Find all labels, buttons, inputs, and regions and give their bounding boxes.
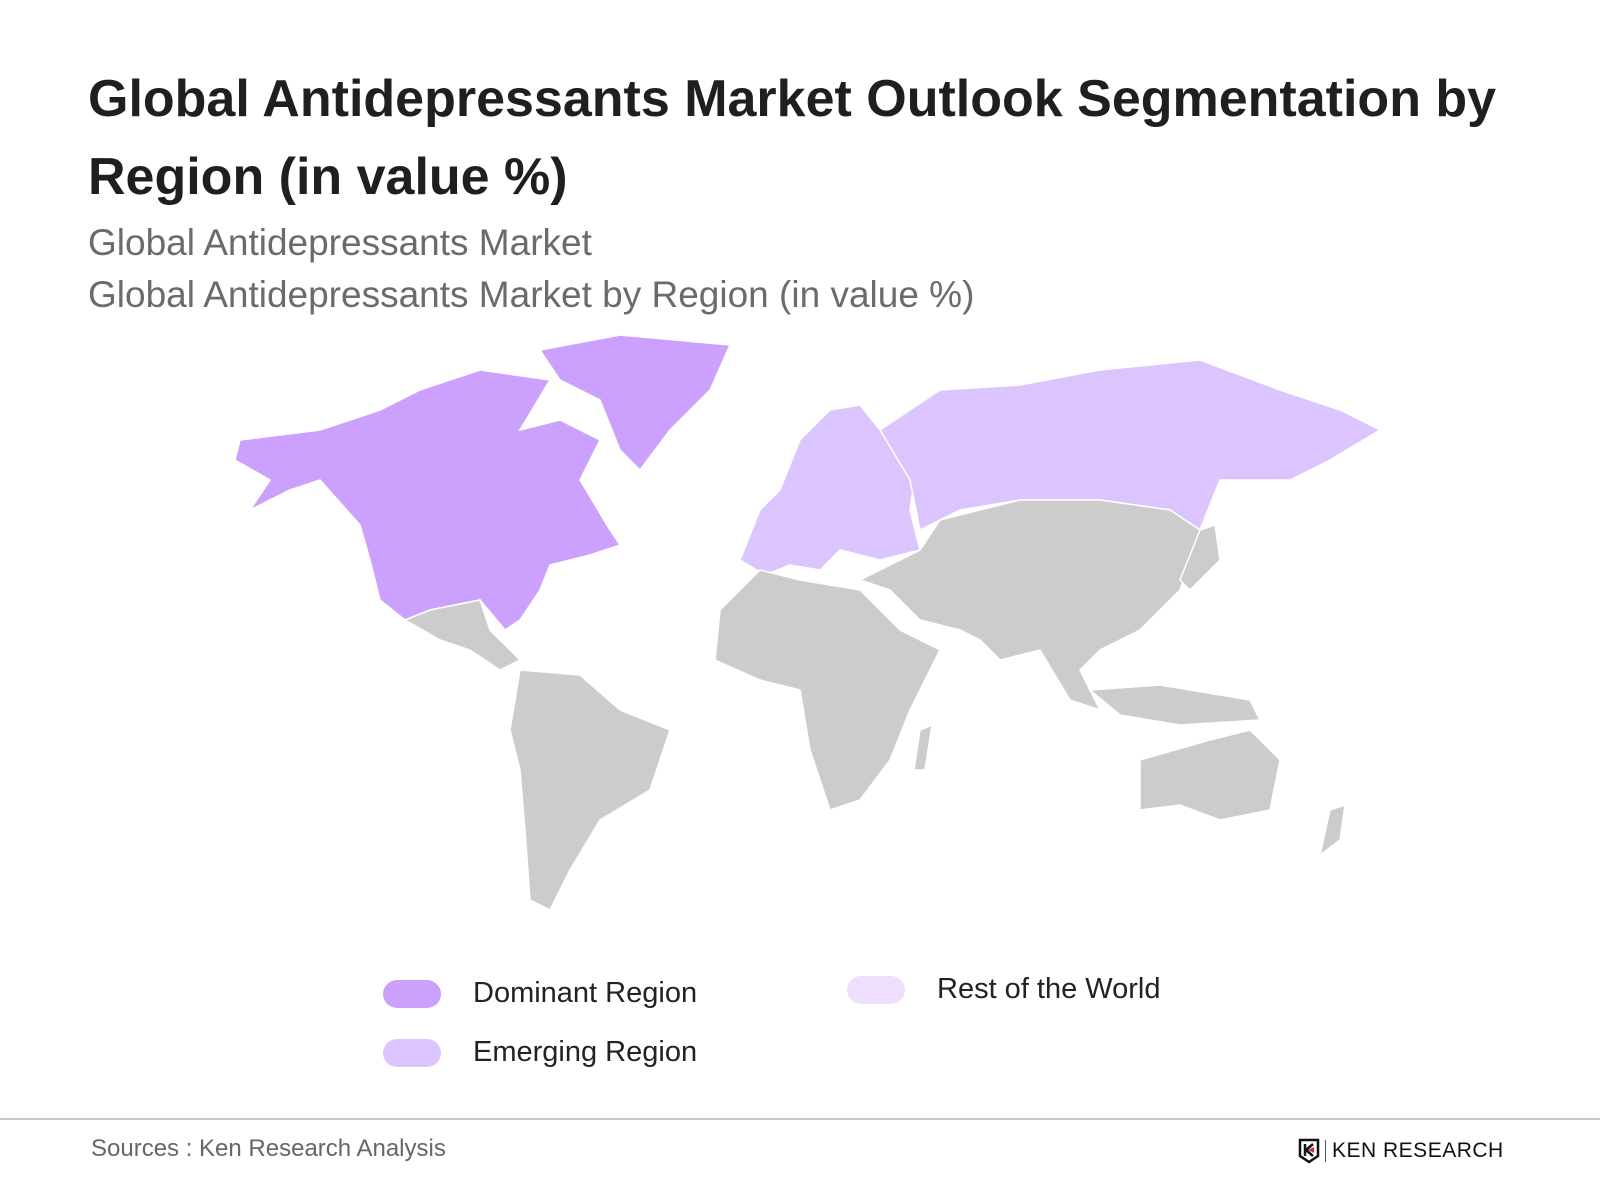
logo-text: KEN RESEARCH <box>1332 1139 1504 1162</box>
source-note: Sources : Ken Research Analysis <box>91 1135 446 1162</box>
map-region-africa <box>714 569 942 811</box>
footer-divider <box>0 1118 1600 1120</box>
map-region-russia <box>878 359 1382 532</box>
legend-swatch-rest <box>847 975 905 1004</box>
legend-item-rest: Rest of the World <box>847 973 1161 1006</box>
legend-swatch-dominant <box>383 979 441 1008</box>
legend-item-emerging: Emerging Region <box>383 1036 697 1069</box>
map-region-australia <box>1139 729 1281 821</box>
chart-subtitle: Global Antidepressants Market <box>88 222 592 263</box>
ken-research-logo: KEN RESEARCH <box>1298 1138 1504 1164</box>
map-region-north-america <box>234 369 622 631</box>
map-region-madagascar <box>913 723 933 771</box>
legend-swatch-emerging <box>383 1038 441 1067</box>
legend-label: Dominant Region <box>473 977 698 1009</box>
map-region-new-zealand <box>1318 803 1346 857</box>
legend-label: Rest of the World <box>937 973 1161 1005</box>
map-region-asia <box>858 499 1201 712</box>
map-region-south-america <box>509 669 671 912</box>
map-region-indonesia <box>1088 684 1262 726</box>
world-map <box>234 334 1382 912</box>
map-region-japan <box>1179 524 1221 592</box>
chart-title: Global Antidepressants Market Outlook Se… <box>88 70 1497 206</box>
chart-subtitle-2: Global Antidepressants Market by Region … <box>88 274 975 315</box>
legend-label: Emerging Region <box>473 1036 698 1068</box>
map-region-greenland <box>538 334 732 472</box>
legend-item-dominant: Dominant Region <box>383 977 697 1010</box>
ken-logo-icon <box>1298 1138 1320 1164</box>
map-region-central-america <box>403 599 522 671</box>
logo-separator <box>1325 1140 1326 1162</box>
